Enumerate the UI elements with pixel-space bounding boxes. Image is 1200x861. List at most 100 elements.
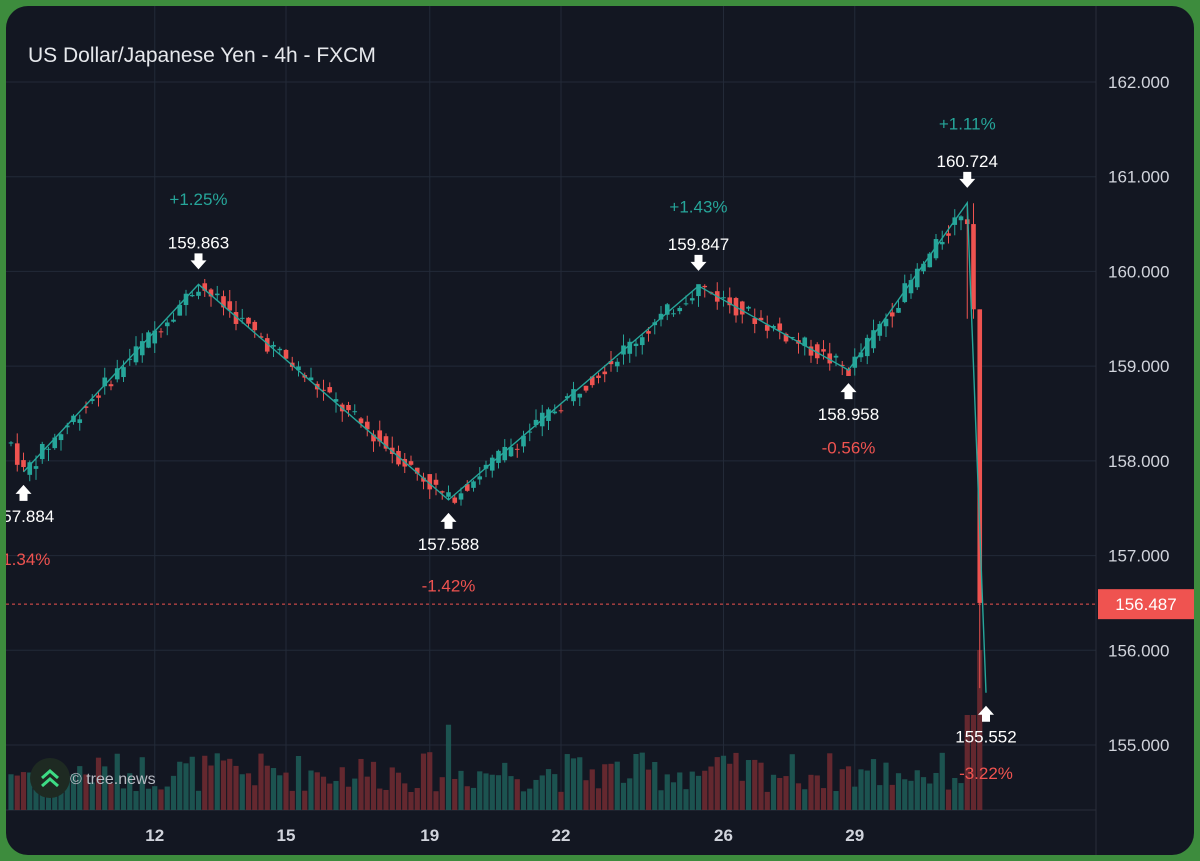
- volume-bar: [458, 770, 464, 810]
- candle-body: [508, 447, 514, 457]
- candle-body: [877, 324, 883, 336]
- volume-bar: [745, 760, 752, 810]
- volume-bar: [370, 761, 377, 810]
- volume-bar: [952, 778, 958, 810]
- candle-body: [721, 297, 726, 299]
- chart-frame: 157.884 159.863 157.588 159.847 158.958 160.7…: [6, 6, 1194, 855]
- candle-body: [739, 301, 745, 315]
- volume-bar: [470, 787, 477, 810]
- volume-bar: [702, 770, 708, 810]
- chevron-up-icon: [41, 769, 59, 788]
- swing-percent-label: -1.34%: [6, 550, 50, 569]
- candle-body: [433, 479, 439, 485]
- volume-bar: [633, 754, 639, 810]
- volume-bar: [783, 776, 789, 810]
- volume-bar: [420, 753, 427, 810]
- candle-body: [977, 309, 983, 603]
- volume-bar: [727, 763, 733, 810]
- volume-bar: [270, 768, 277, 810]
- volume-bar: [889, 784, 895, 810]
- volume-bar: [258, 753, 264, 810]
- chart-title: US Dollar/Japanese Yen - 4h - FXCM: [28, 44, 376, 67]
- volume-bar: [464, 786, 470, 810]
- volume-bar: [95, 757, 102, 810]
- volume-bar: [602, 764, 608, 810]
- volume-bar: [289, 790, 295, 810]
- candle-body: [914, 268, 920, 288]
- candle-body: [27, 462, 33, 475]
- candle-body: [258, 336, 264, 338]
- candle-body: [533, 419, 539, 426]
- candle-body: [64, 425, 70, 428]
- volume-bar: [795, 783, 802, 810]
- volume-bar: [627, 778, 633, 810]
- price-axis[interactable]: 155.000 156.000 157.000 158.000 159.000 160.0…: [6, 73, 1194, 755]
- volume-bar: [433, 791, 439, 810]
- volume-bar: [552, 774, 558, 810]
- candle-body: [583, 385, 589, 391]
- swing-high-label: 159.847: [668, 235, 729, 254]
- volume-bar: [595, 788, 602, 810]
- candle-body: [696, 284, 701, 297]
- volume-bar: [964, 715, 970, 810]
- candle-body: [408, 461, 414, 465]
- candlestick-chart[interactable]: 157.884 159.863 157.588 159.847 158.958 160.7…: [6, 6, 1194, 855]
- price-tick-label: 155.000: [1108, 736, 1169, 755]
- volume-bar: [620, 782, 627, 810]
- volume-bar: [852, 786, 858, 810]
- candle-body: [971, 224, 976, 310]
- candle-body: [439, 491, 445, 493]
- price-tick-label: 161.000: [1108, 168, 1169, 187]
- volume-bar: [83, 774, 89, 810]
- volume-bar: [202, 755, 208, 810]
- volume-bar: [402, 783, 408, 810]
- volume-bar: [570, 758, 577, 810]
- candle-body: [783, 333, 789, 342]
- candle-body: [902, 283, 908, 303]
- volume-bar: [664, 774, 670, 810]
- candle-body: [789, 336, 795, 338]
- volume-bar: [652, 761, 658, 810]
- volume-bar: [545, 769, 552, 810]
- volume-bar: [389, 767, 395, 810]
- candle-body: [614, 361, 620, 367]
- candle-body: [171, 319, 176, 322]
- volume-bar: [758, 762, 764, 810]
- volume-bar: [395, 772, 402, 810]
- time-tick-label: 15: [277, 826, 296, 845]
- candle-body: [808, 346, 814, 356]
- volume-bar: [27, 772, 33, 810]
- candle-body: [477, 476, 483, 480]
- candle-body: [458, 493, 464, 500]
- candle-body: [183, 293, 189, 306]
- candle-body: [321, 389, 326, 391]
- volume-bar: [302, 790, 308, 810]
- arrow-up-icon: [15, 484, 32, 501]
- volume-bar: [939, 752, 945, 810]
- volume-bar: [864, 770, 870, 810]
- candle-body: [858, 352, 864, 358]
- volume-bar: [114, 753, 120, 810]
- candle-body: [327, 387, 333, 393]
- candle-body: [646, 331, 651, 334]
- volume-bar: [177, 761, 183, 810]
- candle-body: [552, 411, 558, 414]
- volume-bar: [233, 765, 239, 810]
- candle-body: [146, 332, 151, 348]
- swing-percent-label: +1.25%: [169, 190, 227, 209]
- candle-body: [958, 216, 964, 221]
- candle-body: [371, 434, 376, 442]
- candle-body: [758, 317, 764, 321]
- time-axis[interactable]: 12 15 19 22 26 29: [145, 826, 864, 845]
- candle-body: [233, 312, 239, 324]
- volume-bar: [895, 773, 902, 810]
- candle-body: [639, 337, 645, 346]
- volume-bar: [414, 788, 420, 810]
- volume-bar: [958, 783, 964, 810]
- candle-body: [589, 376, 595, 386]
- swing-percent-label: -1.42%: [422, 577, 476, 596]
- volume-bar: [827, 753, 833, 810]
- candle-body: [108, 384, 114, 387]
- candle-body: [114, 368, 120, 380]
- volume-bar: [277, 775, 283, 810]
